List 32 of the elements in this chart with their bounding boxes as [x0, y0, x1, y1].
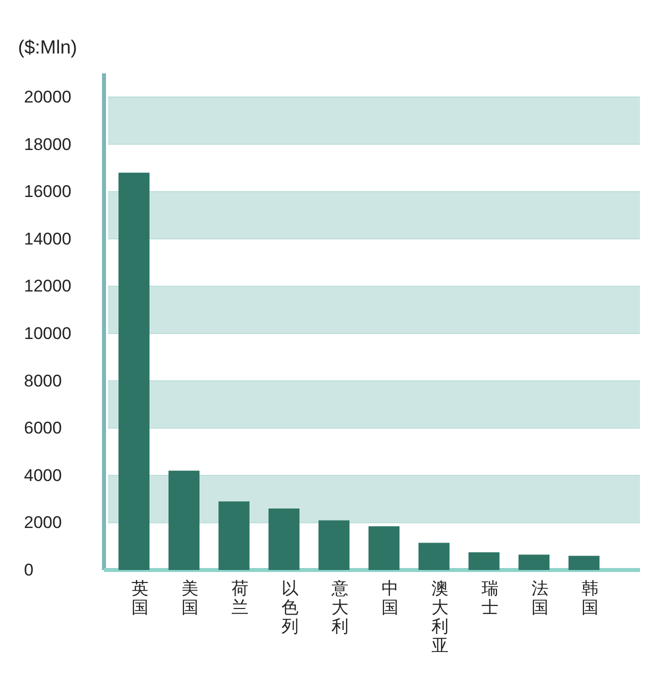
y-axis-title: ($:Mln)	[18, 38, 78, 58]
y-tick-label: 6000	[24, 418, 62, 438]
y-tick-label: 16000	[24, 182, 72, 202]
x-tick-label: 中国	[382, 579, 398, 618]
x-tick-label: 意大利	[330, 579, 348, 637]
bar	[318, 520, 350, 570]
y-tick-label: 0	[24, 560, 34, 580]
y-tick-label: 20000	[24, 88, 72, 106]
x-tick-label: 以色列	[282, 579, 298, 637]
bar	[518, 554, 550, 570]
x-tick-label: 澳大利亚	[432, 579, 448, 656]
y-tick-label: 4000	[24, 466, 62, 485]
x-tick-label: 法国	[532, 579, 548, 618]
y-tick-label: 8000	[24, 371, 62, 390]
y-tick-label: 12000	[24, 276, 72, 296]
bar	[168, 470, 200, 570]
bar	[418, 542, 450, 570]
y-tick-label: 14000	[24, 229, 72, 248]
x-tick-label: 瑞士	[482, 579, 498, 618]
bar	[468, 552, 500, 570]
y-tick-label: 2000	[24, 513, 62, 532]
x-tick-label: 美国	[182, 579, 198, 618]
bar	[218, 501, 250, 570]
x-tick-label: 荷兰	[232, 579, 248, 618]
bar	[118, 172, 150, 570]
bar	[568, 556, 600, 570]
bar	[268, 508, 300, 570]
bar	[368, 526, 400, 570]
y-tick-label: 18000	[24, 134, 72, 154]
x-tick-label: 韩国	[582, 579, 598, 618]
x-tick-label: 英国	[132, 579, 148, 618]
y-tick-label: 10000	[24, 324, 72, 343]
